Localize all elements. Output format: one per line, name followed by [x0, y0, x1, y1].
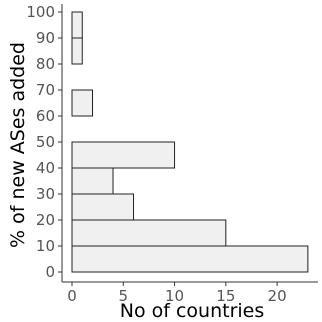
x-tick-label-10: 10: [165, 287, 184, 305]
bar-30-40: [71, 167, 114, 195]
y-tick-label-90: 90: [36, 29, 55, 47]
y-tick-label-40: 40: [36, 159, 55, 177]
x-tick-label-5: 5: [119, 287, 129, 305]
x-tick-label-0: 0: [67, 287, 77, 305]
bar-0-10: [71, 245, 309, 273]
y-tick-label-50: 50: [36, 133, 55, 151]
x-tick-label-15: 15: [216, 287, 235, 305]
bar-10-20: [71, 219, 227, 247]
y-tick-label-10: 10: [36, 237, 55, 255]
y-tick-label-30: 30: [36, 185, 55, 203]
x-axis-title: No of countries: [120, 300, 265, 322]
ticks-layer: 0 10 20 30 40 50 60 70 80 90 100 0 5 10 15 20: [26, 3, 286, 305]
x-tick-label-20: 20: [268, 287, 287, 305]
y-tick-label-0: 0: [45, 263, 55, 281]
y-tick-label-80: 80: [36, 55, 55, 73]
y-axis-title: % of new ASes added: [7, 42, 29, 248]
bar-90-100: [71, 11, 83, 39]
bar-60-70: [71, 89, 94, 117]
axes-layer: [61, 4, 318, 283]
bar-80-90: [71, 37, 83, 65]
bar-20-30: [71, 193, 135, 221]
bar-40-50: [71, 141, 176, 169]
y-tick-label-60: 60: [36, 107, 55, 125]
bars-layer: [71, 11, 309, 273]
y-tick-label-70: 70: [36, 81, 55, 99]
y-tick-label-20: 20: [36, 211, 55, 229]
y-tick-label-100: 100: [26, 3, 55, 21]
